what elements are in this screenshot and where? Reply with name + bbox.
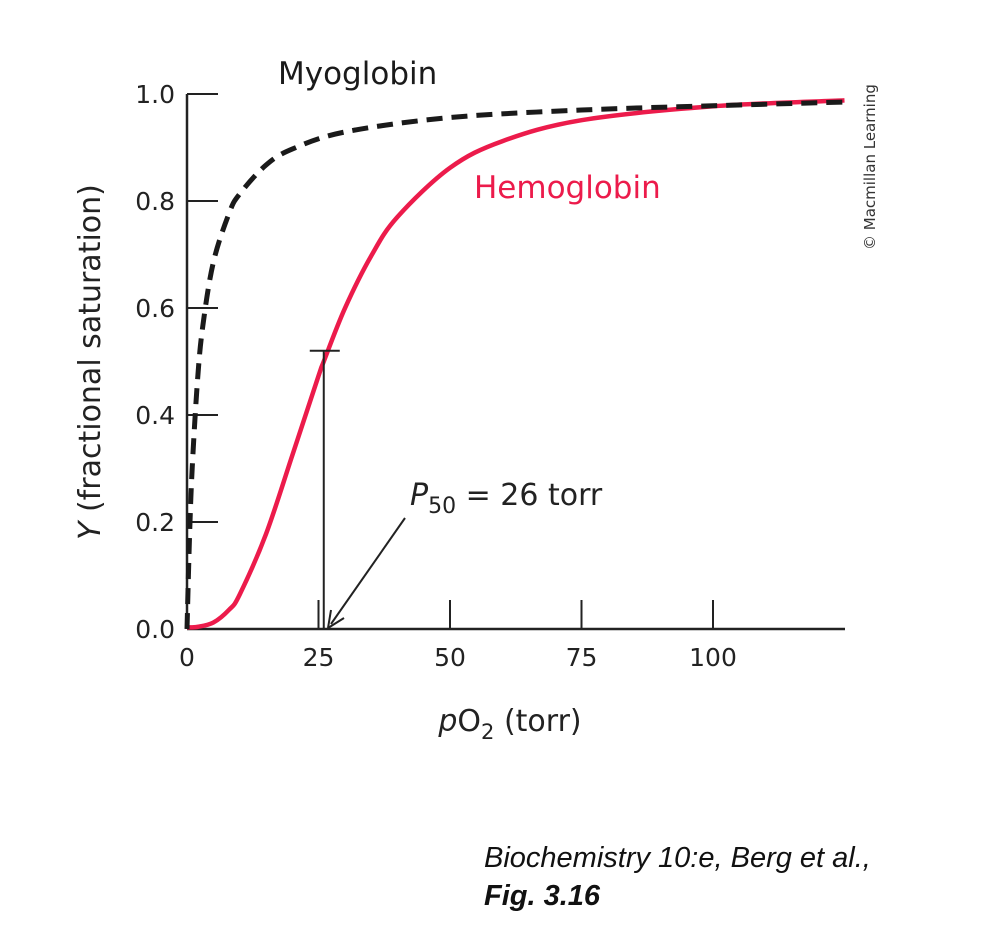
- p50-arrowhead: [327, 609, 345, 629]
- x-tick-label: 25: [303, 643, 335, 672]
- y-tick-label: 1.0: [135, 80, 175, 109]
- y-tick-label: 0.2: [135, 508, 175, 537]
- x-tick-label: 50: [434, 643, 466, 672]
- caption-line1: Biochemistry 10:e, Berg et al.,: [484, 842, 871, 874]
- y-tick-label: 0.6: [135, 294, 175, 323]
- legend-hemoglobin: Hemoglobin: [474, 170, 661, 206]
- x-tick-label: 0: [179, 643, 195, 672]
- legend-myoglobin: Myoglobin: [278, 56, 437, 92]
- series-myoglobin-line: [184, 99, 845, 630]
- p50-arrow-line: [330, 517, 406, 625]
- copyright: © Macmillan Learning: [861, 84, 879, 250]
- axes: 0.0 0.2 0.4 0.6 0.8 1.0 0 25 50 75 100: [135, 80, 845, 672]
- x-tick-label: 100: [689, 643, 737, 672]
- x-tick-label: 75: [566, 643, 598, 672]
- y-tick-label: 0.8: [135, 187, 175, 216]
- p50-label: P50 = 26 torr: [410, 478, 603, 519]
- caption-line2: Fig. 3.16: [484, 880, 601, 912]
- y-tick-label: 0.0: [135, 615, 175, 644]
- p50-annotation: P50 = 26 torr: [309, 349, 603, 629]
- y-axis-label: Y (fractional saturation): [73, 184, 108, 540]
- y-tick-label: 0.4: [135, 401, 175, 430]
- x-axis-label: pO2 (torr): [437, 704, 581, 744]
